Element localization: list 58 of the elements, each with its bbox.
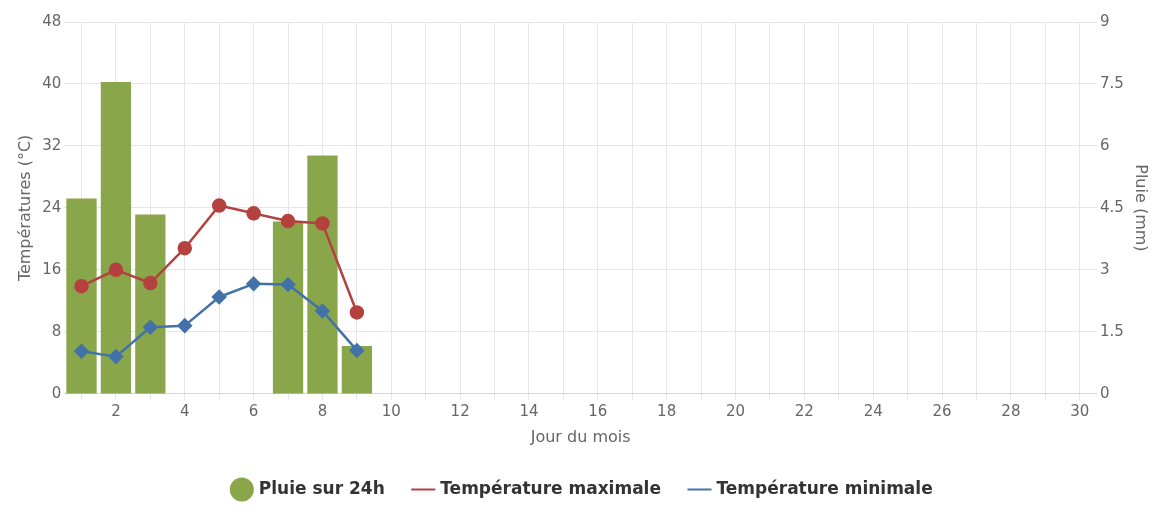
y2-tick-label: 9 [1099, 11, 1110, 30]
y-tick-label: 40 [42, 73, 62, 92]
y-tick-label: 24 [42, 197, 62, 216]
x-tick-label: 2 [111, 401, 121, 420]
point [108, 349, 124, 364]
legend-label: Température minimale [716, 477, 933, 498]
x-tick-label: 30 [1070, 401, 1090, 420]
x-tick-label: 12 [450, 401, 470, 420]
y-tick-label: 8 [51, 321, 62, 340]
bar [272, 221, 304, 394]
x-tick-label: 14 [519, 401, 539, 420]
x-tick-label: 8 [317, 401, 328, 420]
point [211, 289, 227, 305]
x-axis-title: Jour du mois [529, 426, 631, 446]
y-tick-label: 48 [42, 11, 62, 30]
x-tick-label: 4 [179, 401, 190, 420]
legend-label: Pluie sur 24h [258, 477, 385, 498]
point [74, 278, 89, 294]
y-tick-label: 16 [42, 259, 62, 278]
point [280, 213, 296, 229]
bar [135, 214, 166, 394]
x-tick-label: 22 [794, 401, 814, 420]
point [211, 198, 227, 213]
x-tick-label: 18 [657, 401, 677, 420]
x-tick-label: 24 [863, 401, 883, 420]
point [280, 277, 296, 292]
x-tick-label: 16 [588, 401, 608, 420]
x-tick-label: 6 [248, 401, 259, 420]
point [74, 343, 89, 359]
point [246, 206, 261, 221]
y-axis-title: Températures (°C) [14, 134, 34, 283]
x-tick-label: 20 [725, 401, 746, 420]
point [315, 303, 330, 319]
point [177, 318, 193, 333]
point [143, 275, 158, 291]
y2-axis-title: Pluie (mm) [1132, 164, 1152, 252]
point [108, 262, 124, 278]
legend-label: Température maximale [440, 477, 661, 498]
point [246, 276, 261, 292]
bar [100, 81, 132, 394]
point [349, 305, 365, 320]
point [349, 343, 365, 358]
y2-tick-label: 7.5 [1099, 73, 1124, 92]
point [143, 319, 158, 335]
y2-tick-label: 6 [1099, 135, 1110, 154]
x-tick-label: 28 [1001, 401, 1021, 420]
point [177, 240, 193, 256]
y2-tick-label: 3 [1099, 259, 1110, 278]
x-tick-label: 10 [381, 401, 401, 420]
point [315, 216, 330, 231]
y-tick-label: 0 [51, 383, 62, 402]
y-tick-label: 32 [42, 135, 62, 154]
x-tick-label: 26 [932, 401, 952, 420]
bar [307, 155, 338, 394]
y2-tick-label: 0 [1099, 383, 1110, 402]
bar [66, 198, 97, 394]
y2-tick-label: 4.5 [1099, 197, 1124, 216]
y2-tick-label: 1.5 [1099, 321, 1124, 340]
